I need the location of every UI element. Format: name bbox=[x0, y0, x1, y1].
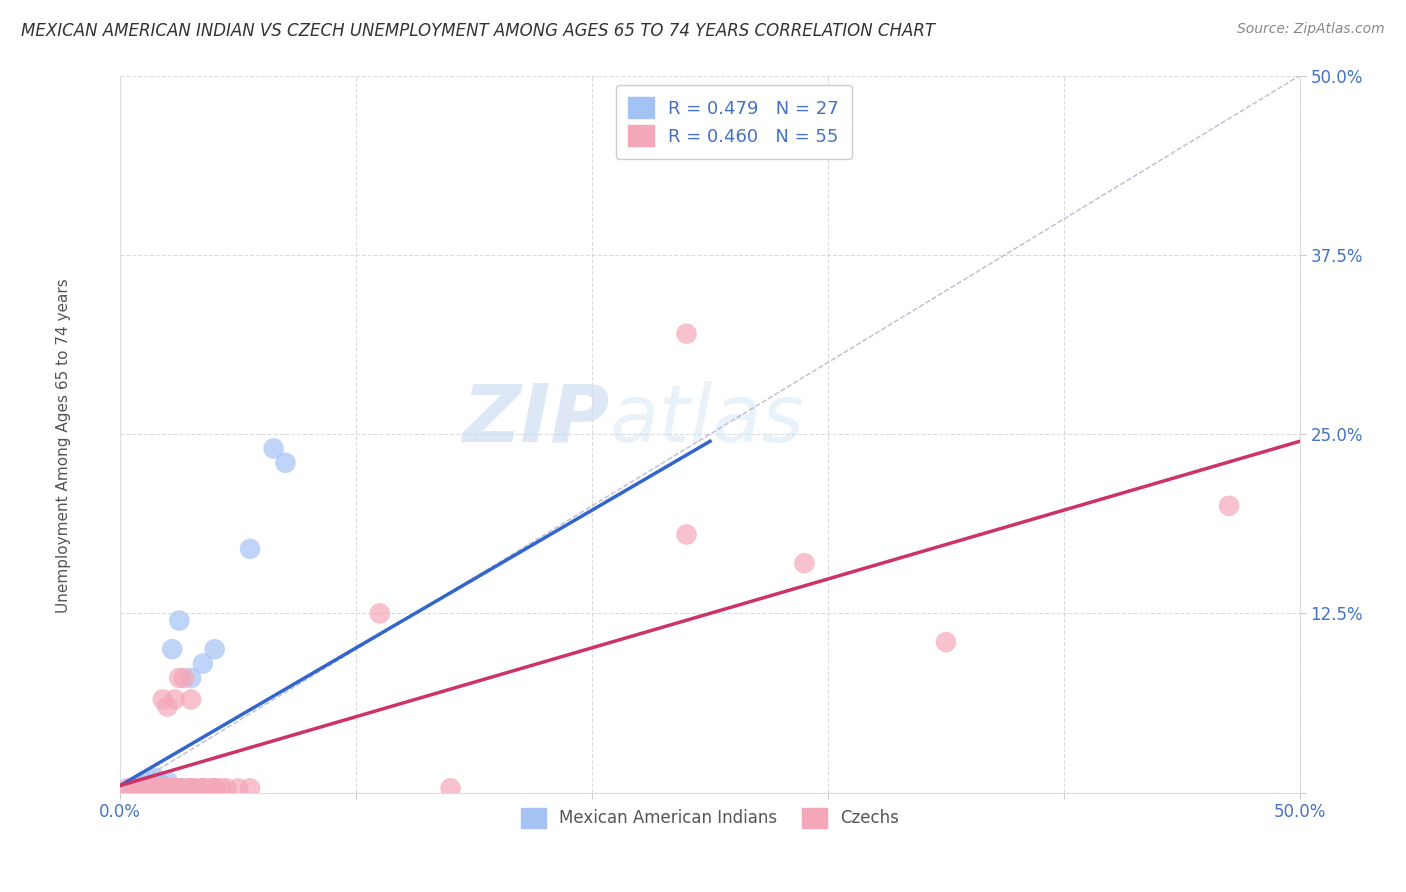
Point bbox=[135, 781, 157, 796]
Text: Source: ZipAtlas.com: Source: ZipAtlas.com bbox=[1237, 22, 1385, 37]
Point bbox=[152, 779, 174, 793]
Point bbox=[191, 781, 214, 796]
Point bbox=[152, 692, 174, 706]
Point bbox=[274, 456, 297, 470]
Point bbox=[184, 781, 207, 796]
Point bbox=[156, 781, 179, 796]
Point bbox=[149, 781, 172, 796]
Point bbox=[180, 671, 202, 685]
Text: MEXICAN AMERICAN INDIAN VS CZECH UNEMPLOYMENT AMONG AGES 65 TO 74 YEARS CORRELAT: MEXICAN AMERICAN INDIAN VS CZECH UNEMPLO… bbox=[21, 22, 935, 40]
Point bbox=[439, 781, 461, 796]
Point bbox=[125, 781, 148, 796]
Point bbox=[138, 781, 160, 796]
Point bbox=[170, 781, 193, 796]
Point bbox=[149, 781, 172, 796]
Point bbox=[180, 781, 202, 796]
Point bbox=[145, 772, 167, 786]
Point bbox=[198, 781, 221, 796]
Point bbox=[128, 781, 150, 796]
Point bbox=[149, 781, 172, 796]
Point bbox=[156, 781, 179, 796]
Point bbox=[169, 671, 191, 685]
Point bbox=[160, 781, 183, 796]
Point bbox=[239, 781, 262, 796]
Point bbox=[204, 781, 226, 796]
Point bbox=[145, 781, 167, 796]
Point bbox=[152, 781, 174, 796]
Point bbox=[215, 781, 238, 796]
Text: atlas: atlas bbox=[610, 381, 804, 458]
Point bbox=[156, 774, 179, 789]
Point bbox=[124, 781, 146, 796]
Point bbox=[263, 442, 285, 456]
Point bbox=[121, 781, 143, 796]
Point bbox=[139, 779, 162, 793]
Point bbox=[132, 781, 155, 796]
Point bbox=[169, 781, 191, 796]
Point bbox=[160, 642, 183, 657]
Point bbox=[139, 781, 162, 796]
Point bbox=[145, 781, 167, 796]
Point bbox=[163, 781, 186, 796]
Point bbox=[180, 692, 202, 706]
Point bbox=[146, 781, 169, 796]
Point bbox=[368, 607, 391, 621]
Point bbox=[142, 781, 165, 796]
Legend: Mexican American Indians, Czechs: Mexican American Indians, Czechs bbox=[515, 801, 905, 835]
Point bbox=[125, 781, 148, 796]
Point bbox=[132, 779, 155, 793]
Point bbox=[239, 541, 262, 556]
Text: Unemployment Among Ages 65 to 74 years: Unemployment Among Ages 65 to 74 years bbox=[56, 278, 70, 614]
Point bbox=[138, 781, 160, 796]
Point bbox=[132, 781, 155, 796]
Point bbox=[226, 781, 249, 796]
Point bbox=[180, 781, 202, 796]
Point bbox=[211, 781, 233, 796]
Point bbox=[1218, 499, 1240, 513]
Point bbox=[128, 781, 150, 796]
Point bbox=[163, 692, 186, 706]
Point bbox=[131, 781, 153, 796]
Point bbox=[675, 527, 697, 541]
Point bbox=[191, 781, 214, 796]
Point bbox=[139, 781, 162, 796]
Point bbox=[935, 635, 957, 649]
Point bbox=[138, 781, 160, 796]
Point bbox=[176, 781, 198, 796]
Point bbox=[159, 781, 181, 796]
Point bbox=[166, 781, 188, 796]
Point bbox=[180, 781, 202, 796]
Text: ZIP: ZIP bbox=[463, 381, 610, 458]
Point bbox=[156, 781, 179, 796]
Point bbox=[204, 781, 226, 796]
Point bbox=[169, 781, 191, 796]
Point bbox=[793, 556, 815, 570]
Point bbox=[153, 781, 176, 796]
Point bbox=[169, 614, 191, 628]
Point bbox=[121, 781, 143, 796]
Point bbox=[204, 642, 226, 657]
Point bbox=[117, 781, 139, 796]
Point bbox=[156, 699, 179, 714]
Point bbox=[204, 781, 226, 796]
Point bbox=[675, 326, 697, 341]
Point bbox=[132, 781, 155, 796]
Point bbox=[132, 774, 155, 789]
Point bbox=[131, 781, 153, 796]
Point bbox=[191, 781, 214, 796]
Point bbox=[145, 781, 167, 796]
Point bbox=[173, 671, 195, 685]
Point bbox=[191, 657, 214, 671]
